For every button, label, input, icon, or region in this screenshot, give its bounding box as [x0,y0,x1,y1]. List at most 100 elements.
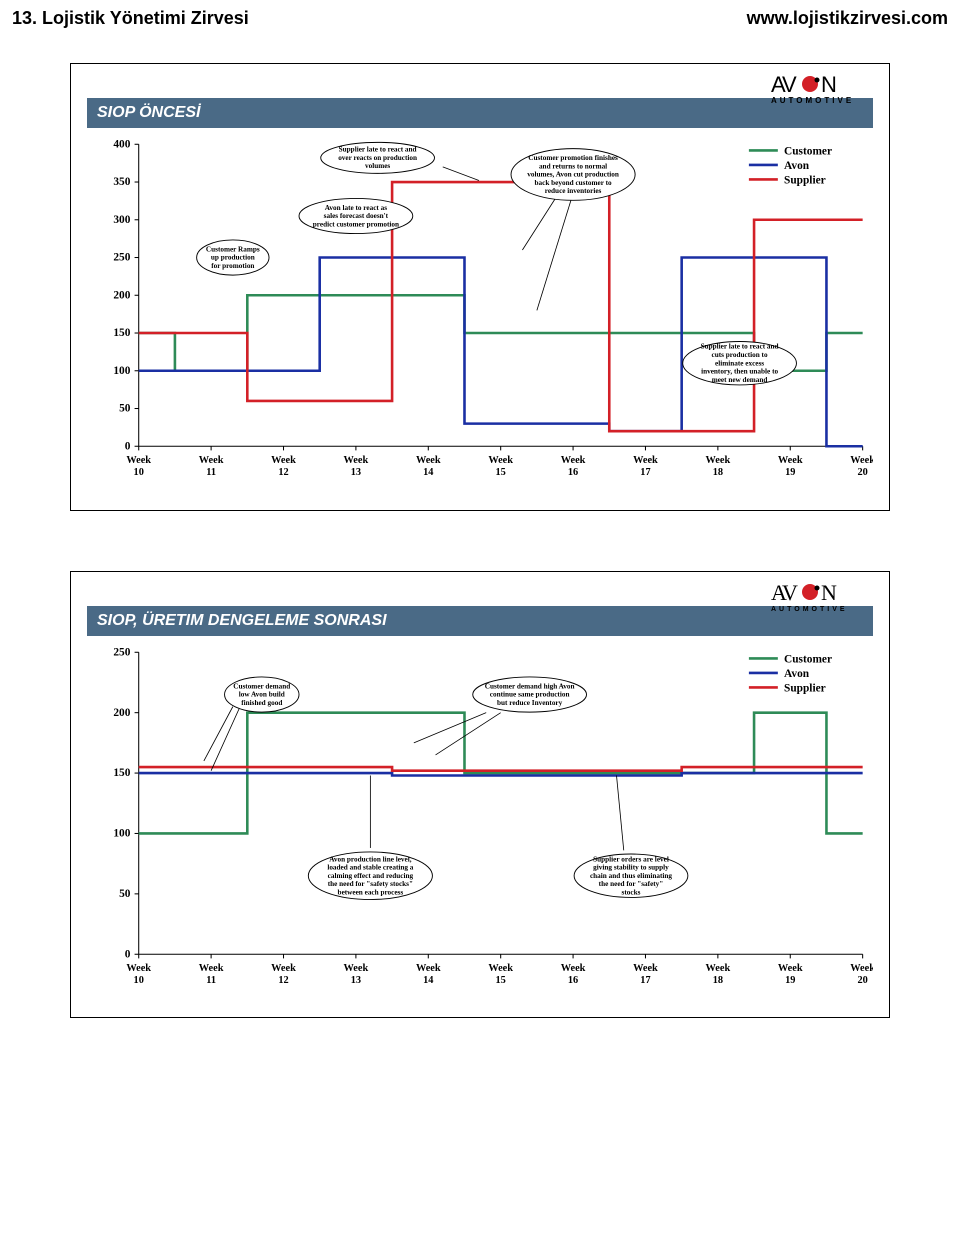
svg-text:Week: Week [706,455,731,466]
svg-text:Week: Week [488,962,513,973]
svg-text:0: 0 [125,440,131,452]
svg-text:Week: Week [561,455,586,466]
svg-text:19: 19 [785,467,795,478]
svg-text:10: 10 [134,467,144,478]
svg-text:loaded and stable creating a: loaded and stable creating a [327,863,413,871]
svg-text:16: 16 [568,467,578,478]
svg-text:Week: Week [561,962,586,973]
svg-text:Supplier late to react and: Supplier late to react and [339,146,417,154]
panel-siop-oncesi: AV N AUTOMOTIVE SIOP ÖNCESİ 050100150200… [70,63,890,511]
svg-text:100: 100 [113,365,130,377]
svg-text:20: 20 [857,467,867,478]
svg-text:11: 11 [206,467,216,478]
chart2: 050100150200250Week10Week11Week12Week13W… [87,644,873,996]
svg-text:Week: Week [199,455,224,466]
svg-text:for promotion: for promotion [211,262,254,270]
svg-text:low Avon build: low Avon build [239,690,285,698]
svg-text:Avon: Avon [784,160,810,172]
svg-text:eliminate excess: eliminate excess [715,359,764,367]
svg-text:Customer demand: Customer demand [233,682,290,690]
svg-text:Week: Week [778,455,803,466]
svg-text:Customer demand high Avon: Customer demand high Avon [485,682,575,690]
svg-text:Week: Week [126,962,151,973]
svg-text:stocks: stocks [622,888,641,896]
chart1: 050100150200250300350400Week10Week11Week… [87,136,873,488]
chart2-title: SIOP, ÜRETIM DENGELEME SONRASI [87,606,873,636]
svg-text:Week: Week [344,962,369,973]
svg-text:over reacts on production: over reacts on production [338,154,417,162]
svg-text:15: 15 [496,975,506,986]
svg-text:Week: Week [344,455,369,466]
svg-text:Supplier: Supplier [784,175,826,187]
svg-text:the need for "safety stocks": the need for "safety stocks" [328,880,413,888]
svg-text:18: 18 [713,467,723,478]
svg-text:Week: Week [633,455,658,466]
svg-text:finished good: finished good [241,699,282,707]
svg-text:Week: Week [199,962,224,973]
svg-text:400: 400 [113,138,130,150]
svg-text:300: 300 [113,214,130,226]
svg-text:13: 13 [351,975,361,986]
svg-text:AV: AV [771,580,798,605]
svg-text:15: 15 [496,467,506,478]
svg-text:sales forecast doesn't: sales forecast doesn't [324,212,389,220]
svg-text:10: 10 [134,975,144,986]
svg-text:250: 250 [113,646,130,658]
svg-text:up production: up production [211,254,255,262]
svg-text:but reduce Inventory: but reduce Inventory [497,699,563,707]
svg-text:Week: Week [271,455,296,466]
svg-text:giving stability to supply: giving stability to supply [593,863,669,871]
svg-text:Week: Week [850,455,873,466]
svg-text:AV: AV [771,72,797,97]
svg-text:continue same production: continue same production [490,690,570,698]
panel-siop-sonrasi: AV N AUTOMOTIVE SIOP, ÜRETIM DENGELEME S… [70,571,890,1019]
svg-text:17: 17 [640,975,650,986]
svg-text:17: 17 [640,467,650,478]
svg-text:18: 18 [713,975,723,986]
header-right: www.lojistikzirvesi.com [747,8,948,29]
svg-text:Customer: Customer [784,146,832,158]
svg-text:predict customer promotion: predict customer promotion [313,220,399,228]
svg-text:N: N [821,580,837,605]
svg-text:12: 12 [278,975,288,986]
svg-text:Week: Week [706,962,731,973]
svg-text:Week: Week [126,455,151,466]
svg-text:reduce inventories: reduce inventories [545,187,602,195]
svg-text:cuts production to: cuts production to [712,351,768,359]
svg-text:11: 11 [206,975,216,986]
svg-text:Customer: Customer [784,653,832,665]
svg-text:Week: Week [271,962,296,973]
svg-text:200: 200 [113,289,130,301]
svg-text:Customer promotion finishes: Customer promotion finishes [528,154,618,162]
svg-text:150: 150 [113,327,130,339]
svg-text:N: N [821,72,836,97]
svg-text:chain and thus eliminating: chain and thus eliminating [590,871,672,879]
svg-text:the need for "safety": the need for "safety" [599,880,664,888]
svg-text:back beyond customer to: back beyond customer to [535,179,612,187]
svg-text:calming effect and reducing: calming effect and reducing [328,871,414,879]
svg-text:between each process: between each process [338,888,404,896]
svg-text:14: 14 [423,975,433,986]
svg-text:volumes, Avon cut production: volumes, Avon cut production [527,171,619,179]
svg-text:Supplier: Supplier [784,682,826,694]
svg-text:volumes: volumes [365,162,390,170]
svg-text:Supplier late to react and: Supplier late to react and [701,343,779,351]
svg-text:200: 200 [113,706,130,718]
chart1-title: SIOP ÖNCESİ [87,98,873,128]
svg-text:19: 19 [785,975,795,986]
svg-text:150: 150 [113,767,130,779]
svg-text:100: 100 [113,827,130,839]
svg-text:Week: Week [416,455,441,466]
svg-text:Week: Week [633,962,658,973]
header-left: 13. Lojistik Yönetimi Zirvesi [12,8,249,29]
svg-text:Avon: Avon [784,668,810,680]
svg-text:12: 12 [278,467,288,478]
page-header: 13. Lojistik Yönetimi Zirvesi www.lojist… [0,0,960,33]
svg-text:50: 50 [119,403,131,415]
svg-text:250: 250 [113,252,130,264]
svg-text:and returns to normal: and returns to normal [539,162,607,170]
svg-text:Week: Week [488,455,513,466]
svg-text:14: 14 [423,467,433,478]
svg-text:Avon production line level,: Avon production line level, [329,855,412,863]
svg-text:350: 350 [113,176,130,188]
